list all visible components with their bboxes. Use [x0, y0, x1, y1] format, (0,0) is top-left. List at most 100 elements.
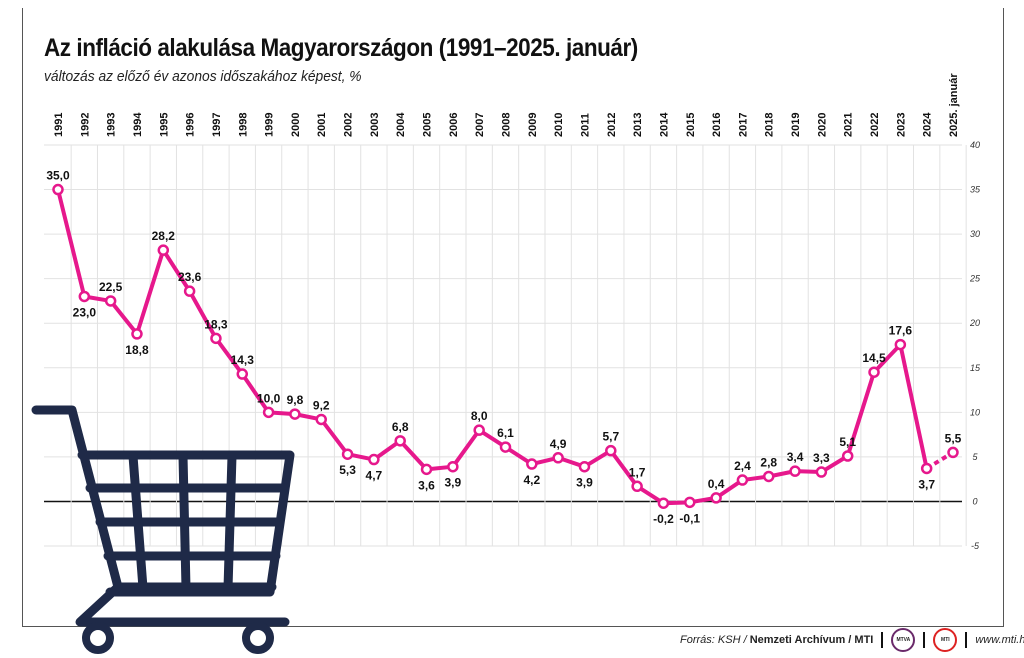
x-tick-label: 1998 [237, 113, 249, 137]
x-tick-label: 2008 [501, 113, 513, 137]
x-tick-label: 2014 [658, 112, 670, 137]
x-tick-label: 2017 [737, 113, 749, 137]
data-point [78, 290, 91, 303]
data-label: 35,0 [46, 169, 70, 183]
data-point [315, 413, 327, 426]
mti-logo: MTI [933, 628, 958, 652]
footer: Forrás: KSH / Nemzeti Archívum / MTI MTV… [680, 628, 1024, 652]
data-label: 5,5 [945, 431, 962, 445]
data-label: 10,0 [257, 391, 281, 405]
data-label: 23,0 [73, 305, 97, 319]
data-point [894, 338, 907, 351]
x-tick-label: 2019 [790, 113, 802, 137]
x-tick-label: 2002 [343, 113, 355, 137]
y-tick-label: 35 [970, 185, 981, 195]
data-point [736, 474, 749, 486]
data-label: 2,8 [760, 455, 777, 469]
data-point [578, 460, 591, 473]
mtva-logo: MTVA [891, 628, 916, 652]
y-tick-label: 25 [969, 274, 981, 284]
divider [923, 632, 926, 648]
y-tick-label: 30 [970, 229, 980, 239]
data-point [236, 368, 249, 380]
chart-title: Az infláció alakulása Magyarországon (19… [44, 34, 638, 62]
data-point [473, 424, 485, 436]
y-tick-label: -5 [971, 541, 980, 551]
data-label: 22,5 [99, 280, 123, 294]
x-tick-label: 2009 [527, 113, 539, 137]
x-tick-label: 1991 [53, 113, 65, 137]
x-tick-label: 2025. január [948, 73, 960, 137]
data-point [420, 463, 433, 476]
data-point [841, 450, 854, 462]
y-tick-label: 40 [970, 140, 980, 150]
frame [22, 8, 1004, 627]
data-point [447, 460, 459, 473]
x-tick-label: 2005 [422, 113, 434, 137]
x-tick-label: 2022 [869, 113, 881, 137]
y-tick-label: 10 [970, 407, 980, 417]
y-tick-label: 15 [970, 363, 981, 373]
y-tick-label: 0 [972, 496, 977, 506]
x-tick-label: 2023 [895, 113, 907, 137]
x-tick-label: 2010 [553, 113, 565, 137]
data-label: 1,7 [629, 465, 646, 479]
data-point [183, 285, 196, 297]
data-label: 17,6 [889, 324, 913, 338]
x-tick-label: 1999 [264, 113, 276, 137]
data-label: 4,2 [523, 473, 540, 487]
data-point [262, 406, 275, 419]
x-tick-label: 1992 [79, 113, 91, 137]
data-point [631, 480, 643, 493]
data-point [289, 408, 301, 420]
data-point [605, 444, 617, 457]
x-tick-label: 1994 [132, 112, 144, 137]
data-label: 2,4 [734, 459, 751, 473]
source-bold: Nemzeti Archívum / MTI [749, 634, 874, 646]
divider [881, 632, 884, 648]
x-tick-label: 1996 [185, 113, 197, 137]
data-point [341, 448, 354, 460]
data-point [868, 366, 880, 378]
data-label: 3,6 [418, 478, 435, 492]
website-link[interactable]: www.mti.hu [975, 634, 1024, 646]
x-tick-label: 2018 [764, 113, 776, 137]
x-tick-label: 2007 [474, 113, 486, 137]
x-tick-label: 2013 [632, 113, 644, 137]
data-point [815, 466, 828, 478]
data-label: 5,1 [839, 435, 856, 449]
data-point [526, 458, 538, 470]
source-label: Forrás: KSH / [680, 634, 750, 646]
data-label: 3,3 [813, 451, 830, 465]
x-tick-label: 2004 [395, 112, 407, 137]
data-label: 9,8 [287, 393, 304, 407]
data-label: 4,9 [550, 437, 567, 451]
data-label: 3,4 [787, 450, 804, 464]
data-point [710, 492, 722, 504]
inflation-line [56, 189, 929, 506]
data-label: -0,1 [679, 511, 700, 525]
data-label: 23,6 [178, 270, 202, 284]
data-point [368, 453, 380, 466]
data-point [789, 465, 801, 477]
data-point [131, 328, 143, 340]
data-point [762, 470, 775, 483]
data-label: 3,9 [576, 476, 593, 490]
data-point [499, 441, 512, 453]
x-tick-label: 2003 [369, 113, 381, 137]
data-point [684, 496, 696, 509]
data-label: 6,1 [497, 426, 514, 440]
data-label: -0,2 [653, 512, 674, 526]
x-tick-label: 2000 [290, 113, 302, 137]
data-label: 5,3 [339, 463, 356, 477]
data-label: 5,7 [602, 430, 619, 444]
data-label: 18,3 [204, 317, 228, 331]
data-label: 6,8 [392, 420, 409, 434]
data-label: 14,5 [862, 351, 886, 365]
data-point [52, 183, 64, 196]
x-tick-label: 2006 [448, 113, 460, 137]
x-tick-label: 2021 [843, 113, 855, 137]
x-tick-label: 2016 [711, 113, 723, 137]
